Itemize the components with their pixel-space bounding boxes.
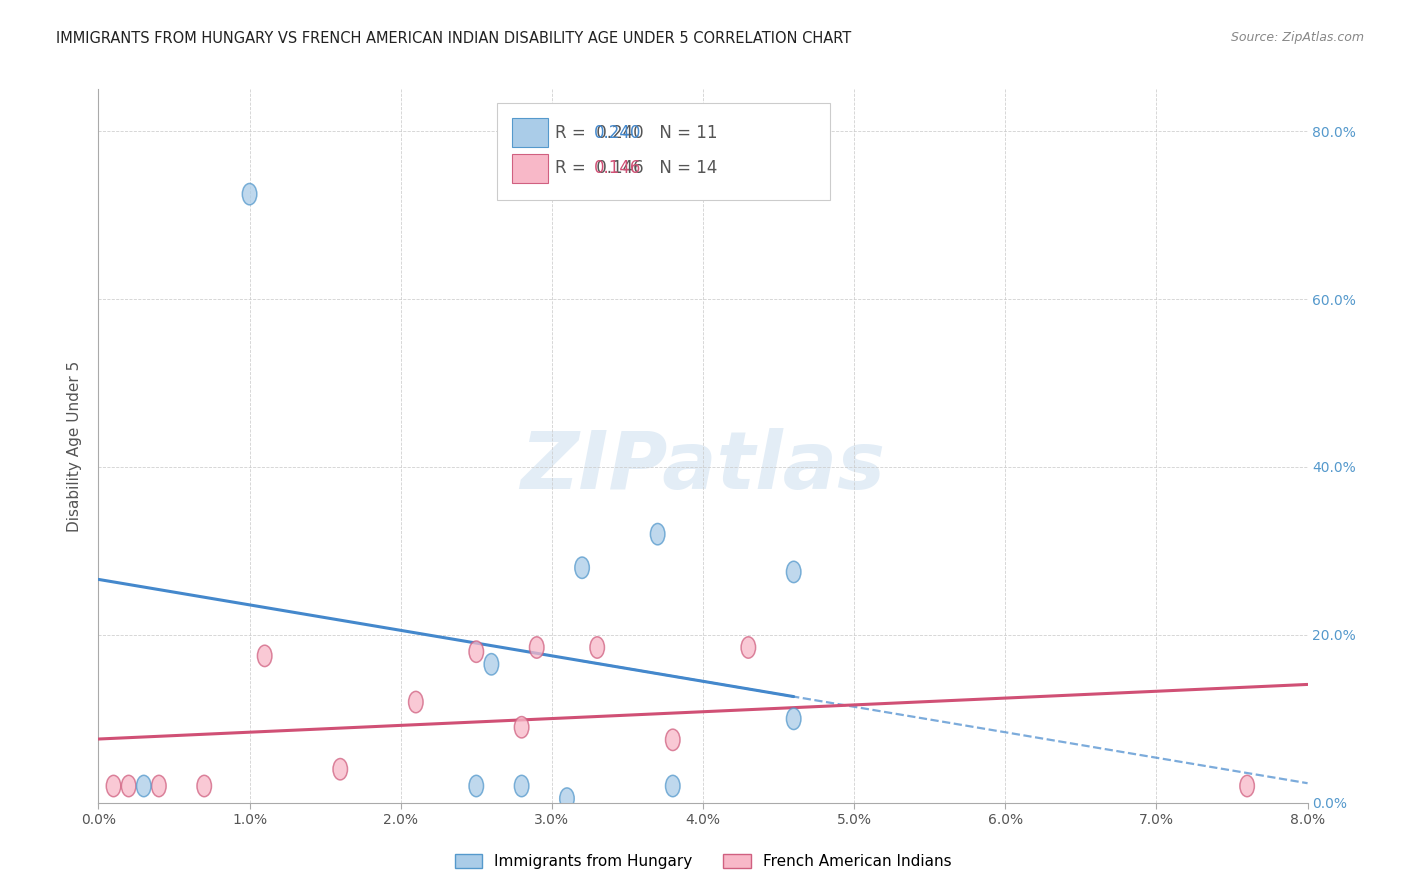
Ellipse shape [409,691,423,713]
Ellipse shape [470,641,484,663]
Ellipse shape [1240,775,1254,797]
Ellipse shape [651,524,665,545]
Text: R =  0.146   N = 14: R = 0.146 N = 14 [555,160,718,178]
Ellipse shape [107,775,121,797]
Ellipse shape [560,788,574,809]
Legend: Immigrants from Hungary, French American Indians: Immigrants from Hungary, French American… [449,848,957,875]
Ellipse shape [242,184,257,205]
Text: R =  0.240   N = 11: R = 0.240 N = 11 [555,124,718,142]
Ellipse shape [786,561,801,582]
Text: 0.240: 0.240 [595,124,641,142]
Ellipse shape [786,708,801,730]
Text: IMMIGRANTS FROM HUNGARY VS FRENCH AMERICAN INDIAN DISABILITY AGE UNDER 5 CORRELA: IMMIGRANTS FROM HUNGARY VS FRENCH AMERIC… [56,31,852,46]
FancyBboxPatch shape [498,103,830,200]
Ellipse shape [257,645,271,666]
FancyBboxPatch shape [512,154,548,183]
Ellipse shape [515,775,529,797]
Ellipse shape [515,716,529,738]
Ellipse shape [591,637,605,658]
FancyBboxPatch shape [512,119,548,147]
Y-axis label: Disability Age Under 5: Disability Age Under 5 [67,360,83,532]
Ellipse shape [484,654,499,675]
Ellipse shape [152,775,166,797]
Ellipse shape [741,637,755,658]
Text: ZIPatlas: ZIPatlas [520,428,886,507]
Ellipse shape [121,775,136,797]
Ellipse shape [530,637,544,658]
Ellipse shape [665,729,681,750]
Ellipse shape [136,775,150,797]
Ellipse shape [470,775,484,797]
Ellipse shape [665,775,681,797]
Ellipse shape [333,758,347,780]
Ellipse shape [575,557,589,578]
Text: 0.146: 0.146 [595,160,641,178]
Text: Source: ZipAtlas.com: Source: ZipAtlas.com [1230,31,1364,45]
Ellipse shape [197,775,211,797]
